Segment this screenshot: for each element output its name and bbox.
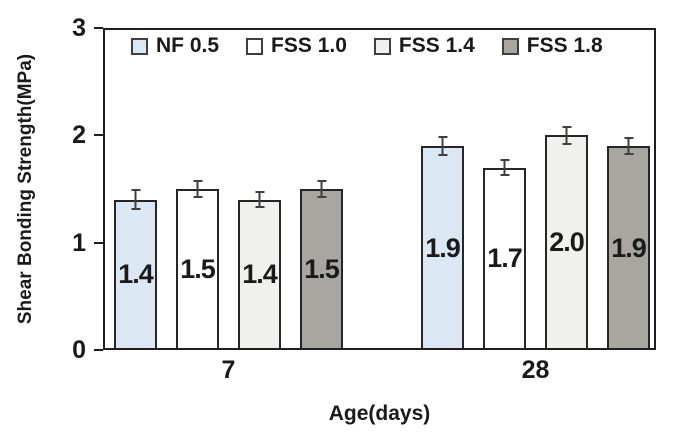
legend-label: FSS 1.8 <box>526 34 603 57</box>
bar-fill: 1.4 <box>114 199 157 350</box>
bar: 2.0 <box>545 28 588 350</box>
error-bar <box>317 180 326 198</box>
error-bar <box>438 136 447 156</box>
ytick-label: 1 <box>72 228 86 257</box>
bar-value-label: 1.5 <box>304 254 340 284</box>
legend-item: FSS 1.4 <box>373 34 475 58</box>
error-bar <box>255 191 264 209</box>
legend-swatch <box>501 37 519 55</box>
ytick-label: 2 <box>72 121 86 150</box>
xtick-label: 28 <box>521 356 550 384</box>
plot-area: 1.4 1.5 1.4 1.5 1.9 1.7 2.0 1.9 <box>103 28 656 350</box>
legend-label: NF 0.5 <box>156 34 220 57</box>
bar-value-label: 1.4 <box>242 259 278 290</box>
ytick-mark <box>94 27 103 29</box>
bar-value-label: 1.5 <box>180 254 216 284</box>
x-axis-title: Age(days) <box>328 402 431 425</box>
bar: 1.4 <box>238 28 281 350</box>
legend-item: FSS 1.8 <box>501 34 603 58</box>
error-bar <box>131 189 140 211</box>
legend-swatch <box>246 37 264 55</box>
ytick-label: 3 <box>72 14 86 42</box>
bar-fill: 1.9 <box>421 146 464 350</box>
legend-swatch <box>373 37 391 55</box>
legend: NF 0.5 FSS 1.0 FSS 1.4 FSS 1.8 <box>131 34 603 58</box>
bar-value-label: 1.9 <box>425 232 461 263</box>
legend-item: NF 0.5 <box>131 34 219 58</box>
legend-label: FSS 1.4 <box>398 34 475 57</box>
bar: 1.5 <box>300 28 343 350</box>
ytick-mark <box>94 349 103 351</box>
bar-value-label: 1.9 <box>611 232 647 263</box>
bar: 1.9 <box>607 28 650 350</box>
error-bar <box>624 137 633 155</box>
ytick-label: 0 <box>72 336 86 364</box>
bar: 1.9 <box>421 28 464 350</box>
legend-item: FSS 1.0 <box>246 34 347 58</box>
xtick-label: 7 <box>221 356 236 384</box>
error-bar <box>500 158 509 177</box>
bar-fill: 1.5 <box>300 189 343 350</box>
bar: 1.7 <box>483 28 526 350</box>
error-bar <box>562 125 571 145</box>
bar-fill: 1.7 <box>483 167 526 350</box>
ytick-mark <box>94 241 103 244</box>
bar-value-label: 2.0 <box>549 227 585 258</box>
error-bar <box>193 180 202 198</box>
bar-fill: 1.5 <box>176 189 219 350</box>
legend-label: FSS 1.0 <box>271 34 347 57</box>
bar-value-label: 1.4 <box>118 259 154 290</box>
legend-swatch <box>131 37 148 55</box>
bar-fill: 1.9 <box>607 146 650 350</box>
bar-value-label: 1.7 <box>487 243 523 274</box>
bar: 1.4 <box>114 28 157 350</box>
bar: 1.5 <box>176 28 219 350</box>
ytick-mark <box>94 134 103 137</box>
